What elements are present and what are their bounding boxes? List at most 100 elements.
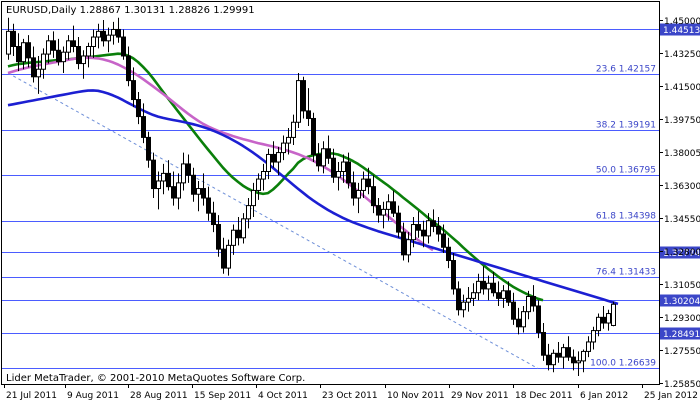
candle[interactable]	[136, 91, 141, 125]
candle[interactable]	[561, 343, 566, 369]
candle[interactable]	[406, 232, 411, 263]
candle[interactable]	[201, 173, 206, 206]
candle[interactable]	[486, 275, 491, 301]
candle[interactable]	[411, 216, 416, 248]
candle[interactable]	[366, 167, 371, 195]
candle[interactable]	[186, 154, 191, 183]
candle[interactable]	[171, 171, 176, 206]
candle[interactable]	[271, 141, 276, 168]
candle[interactable]	[551, 349, 556, 373]
candle[interactable]	[86, 42, 91, 68]
candle[interactable]	[316, 143, 321, 172]
candle[interactable]	[346, 152, 351, 189]
candle[interactable]	[111, 21, 116, 45]
candle[interactable]	[611, 301, 616, 327]
candle[interactable]	[481, 266, 486, 295]
candle[interactable]	[61, 46, 66, 74]
candle[interactable]	[281, 135, 286, 161]
candle[interactable]	[501, 285, 506, 308]
candle[interactable]	[326, 135, 331, 164]
candle[interactable]	[461, 294, 466, 318]
candle[interactable]	[396, 205, 401, 238]
candle[interactable]	[536, 300, 541, 339]
candle[interactable]	[81, 50, 86, 79]
candle[interactable]	[36, 55, 41, 94]
candle[interactable]	[451, 252, 456, 295]
candle[interactable]	[11, 23, 16, 56]
candle[interactable]	[26, 35, 31, 68]
candle[interactable]	[601, 305, 606, 329]
candle[interactable]	[6, 17, 11, 60]
candle[interactable]	[421, 220, 426, 248]
candle[interactable]	[156, 171, 161, 210]
candle[interactable]	[431, 209, 436, 233]
candle[interactable]	[191, 167, 196, 202]
candle[interactable]	[356, 182, 361, 214]
candle[interactable]	[161, 163, 166, 195]
candle[interactable]	[541, 323, 546, 361]
candle[interactable]	[511, 292, 516, 325]
candle[interactable]	[121, 29, 126, 60]
candle[interactable]	[106, 27, 111, 53]
candle[interactable]	[491, 271, 496, 297]
candle[interactable]	[101, 19, 106, 47]
candle[interactable]	[291, 114, 296, 145]
candle[interactable]	[416, 211, 421, 238]
candle[interactable]	[221, 237, 226, 274]
candle[interactable]	[76, 37, 81, 70]
candle[interactable]	[351, 171, 356, 206]
candle[interactable]	[231, 224, 236, 255]
candle[interactable]	[236, 216, 241, 246]
candle[interactable]	[581, 349, 586, 373]
candle[interactable]	[116, 17, 121, 43]
candle[interactable]	[516, 307, 521, 335]
candle[interactable]	[456, 281, 461, 316]
candle[interactable]	[41, 48, 46, 79]
candle[interactable]	[566, 336, 571, 361]
candle[interactable]	[371, 175, 376, 214]
candle[interactable]	[51, 31, 56, 58]
candle[interactable]	[96, 23, 101, 49]
candle[interactable]	[151, 152, 156, 199]
candle[interactable]	[126, 46, 131, 87]
candle[interactable]	[436, 216, 441, 242]
candle[interactable]	[521, 305, 526, 333]
candle[interactable]	[496, 281, 501, 306]
candle[interactable]	[321, 141, 326, 174]
candle[interactable]	[176, 173, 181, 210]
candle[interactable]	[381, 201, 386, 229]
candle[interactable]	[241, 213, 246, 244]
candle[interactable]	[256, 173, 261, 200]
candle[interactable]	[576, 351, 581, 377]
candle[interactable]	[166, 160, 171, 191]
candle[interactable]	[31, 46, 36, 83]
candle[interactable]	[251, 182, 256, 217]
candle[interactable]	[306, 88, 311, 127]
candle[interactable]	[556, 341, 561, 363]
candle[interactable]	[466, 287, 471, 312]
candle[interactable]	[131, 67, 136, 108]
candle[interactable]	[526, 290, 531, 320]
candle[interactable]	[246, 198, 251, 229]
candle[interactable]	[146, 131, 151, 168]
trendline[interactable]	[7, 72, 539, 369]
candle[interactable]	[606, 309, 611, 331]
candle[interactable]	[226, 239, 231, 276]
candle[interactable]	[301, 76, 306, 119]
moving-average-green[interactable]	[7, 52, 544, 302]
candle[interactable]	[56, 38, 61, 66]
candle[interactable]	[591, 326, 596, 350]
candle[interactable]	[206, 186, 211, 221]
candle[interactable]	[261, 163, 266, 191]
candle[interactable]	[211, 201, 216, 233]
candle[interactable]	[376, 198, 381, 223]
candle[interactable]	[296, 73, 301, 128]
candle[interactable]	[506, 281, 511, 306]
candle[interactable]	[386, 194, 391, 221]
candle[interactable]	[471, 283, 476, 306]
candle[interactable]	[141, 103, 146, 144]
candle[interactable]	[426, 213, 431, 244]
candle[interactable]	[286, 127, 291, 155]
candle[interactable]	[216, 215, 221, 257]
candle[interactable]	[476, 273, 481, 301]
